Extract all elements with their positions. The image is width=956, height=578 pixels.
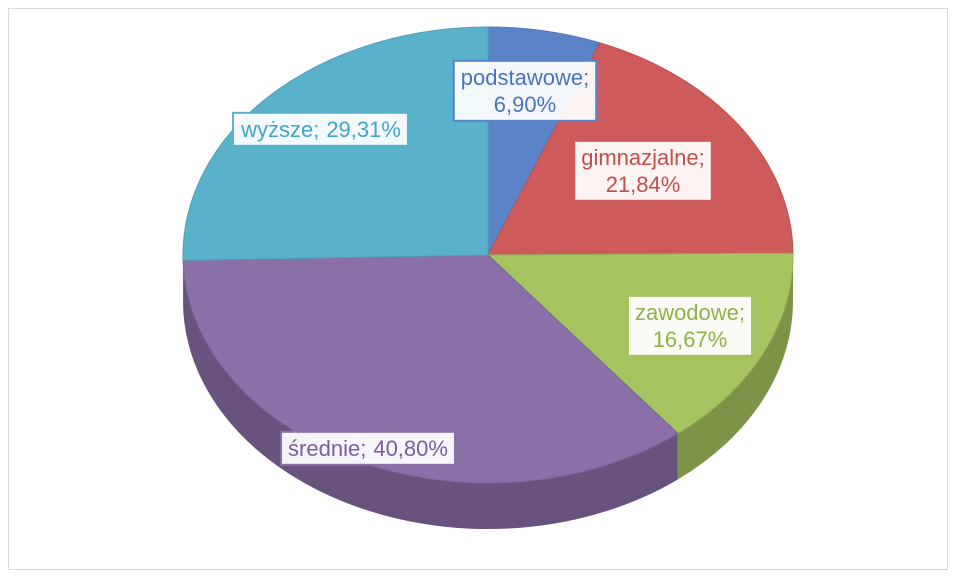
label-separator: ; <box>739 300 745 325</box>
label-category: gimnazjalne <box>581 145 698 170</box>
pie-side <box>677 255 793 480</box>
label-text: średnie; 40,80% <box>288 436 448 461</box>
label-separator: ; <box>360 436 366 461</box>
label-box <box>232 111 409 147</box>
data-label: wyższe; 29,31% <box>232 111 409 147</box>
label-text: zawodowe; 16,67% <box>635 300 745 352</box>
label-box <box>280 430 456 466</box>
label-value: 40,80% <box>373 436 448 461</box>
label-value: 16,67% <box>653 327 728 352</box>
label-category: wyższe <box>240 117 313 142</box>
label-value: 21,84% <box>606 172 681 197</box>
data-label: gimnazjalne; 21,84% <box>573 139 713 202</box>
label-separator: ; <box>583 65 589 90</box>
label-category: zawodowe <box>635 300 739 325</box>
data-label: zawodowe; 16,67% <box>626 294 754 357</box>
label-box <box>452 59 598 122</box>
label-value: 29,31% <box>326 117 401 142</box>
label-text: wyższe; 29,31% <box>240 117 401 142</box>
label-separator: ; <box>699 145 705 170</box>
label-box <box>626 294 754 357</box>
data-label: podstawowe; 6,90% <box>452 59 598 122</box>
data-label: średnie; 40,80% <box>280 430 456 466</box>
label-separator: ; <box>313 117 319 142</box>
label-text: podstawowe; 6,90% <box>461 65 589 117</box>
label-category: podstawowe <box>461 65 583 90</box>
label-text: gimnazjalne; 21,84% <box>581 145 705 197</box>
data-labels: podstawowe; 6,90% gimnazjalne; 21,84% zawodo… <box>232 59 754 466</box>
label-value: 6,90% <box>494 92 556 117</box>
label-category: średnie <box>288 436 360 461</box>
label-box <box>573 139 713 202</box>
